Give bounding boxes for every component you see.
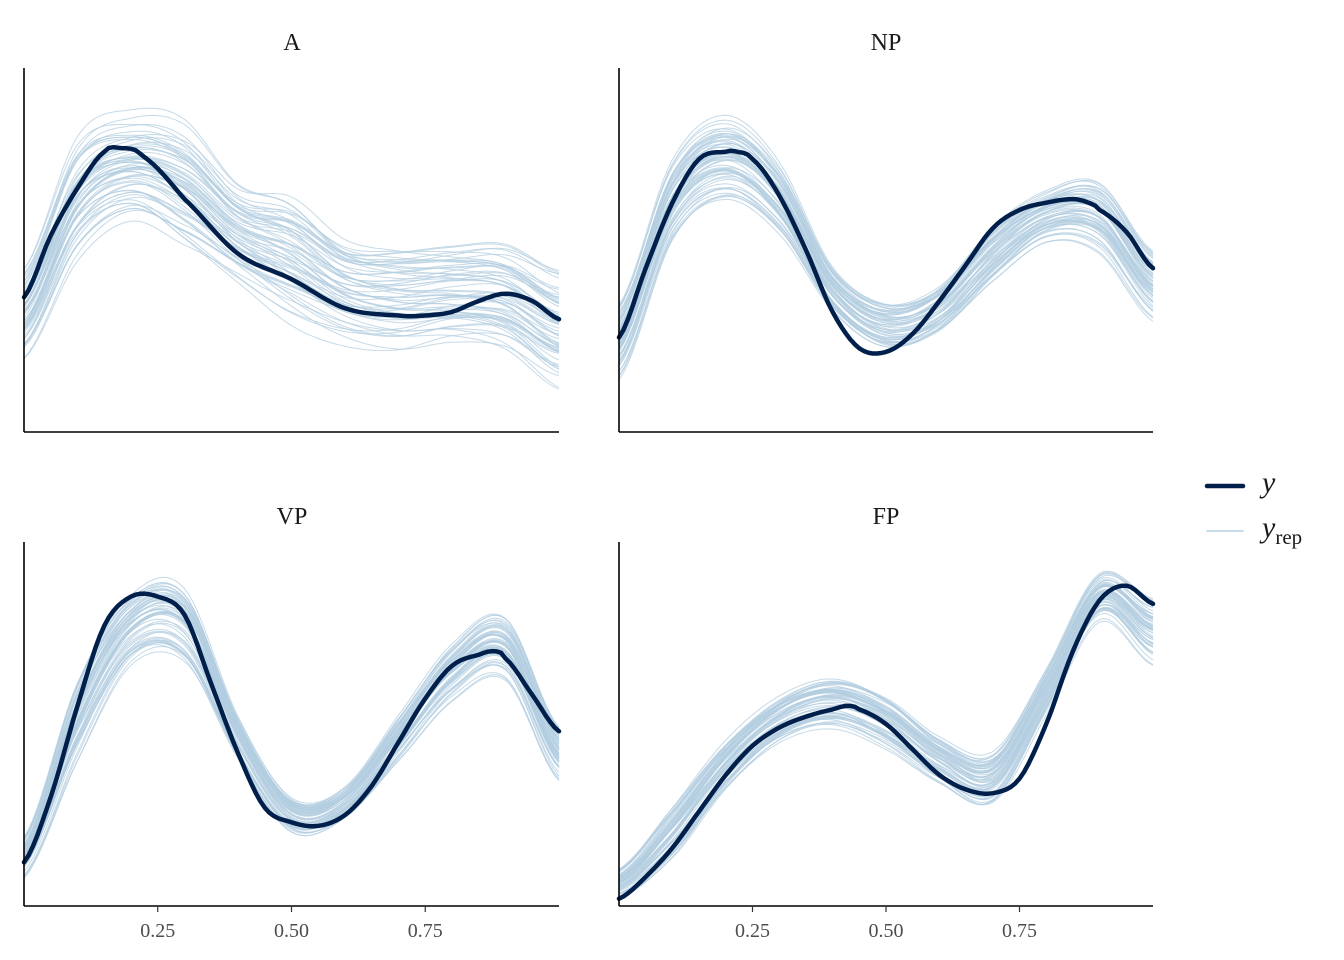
yrep-line [23,622,560,868]
yrep-lines [618,570,1154,899]
panel-title: NP [871,30,902,56]
yrep-line [23,190,560,337]
yrep-line [23,639,560,868]
yrep-line [23,177,560,324]
yrep-line [618,128,1154,313]
y-observed-line [616,148,1156,356]
yrep-line [23,609,560,849]
panel-a: A [21,30,562,433]
yrep-line [23,640,560,866]
yrep-line [23,220,560,388]
yrep-line [618,152,1154,342]
yrep-line [23,207,560,368]
yrep-line [618,590,1154,883]
panel-np: NP [616,30,1156,433]
panel-title: FP [873,504,900,530]
yrep-line [23,148,560,308]
yrep-line [23,160,560,304]
panel-fp: FP 0.25 0.50 0.75 [616,504,1156,942]
yrep-line [23,588,560,848]
yrep-line [23,130,560,298]
x-tick-label: 0.75 [1002,920,1037,942]
yrep-line [23,191,560,348]
yrep-lines [618,114,1154,381]
yrep-line [23,147,560,294]
yrep-line [23,123,560,271]
yrep-line [618,155,1154,337]
yrep-line [618,579,1154,877]
yrep-line [618,170,1154,349]
yrep-line [618,172,1154,364]
legend-label: y [1259,466,1276,499]
yrep-line [618,138,1154,333]
yrep-line [618,198,1154,372]
yrep-line [23,134,560,274]
yrep-line [23,651,560,877]
yrep-line [23,170,560,317]
yrep-line [618,183,1154,357]
yrep-line [618,196,1154,377]
y-observed-line [616,583,1156,901]
yrep-line [618,151,1154,341]
panel-vp: VP 0.25 0.50 0.75 [21,504,562,942]
yrep-line [23,183,560,368]
yrep-line [618,119,1154,310]
legend-label: yrep [1259,511,1302,549]
x-tick-label: 0.75 [408,920,443,942]
facet-panels: A NP VP 0.25 0.50 0.75 FP 0.25 0.50 0.75 [21,30,1156,942]
legend-item-y: y [1204,466,1276,499]
yrep-line [618,172,1154,350]
yrep-line [618,194,1154,381]
y-observed-line [21,591,562,865]
yrep-line [23,180,560,354]
x-tick-label: 0.50 [869,920,904,942]
yrep-line [23,194,560,376]
x-tick-label: 0.25 [140,920,175,942]
yrep-line [23,136,560,289]
yrep-line [23,133,560,300]
yrep-line [23,199,560,352]
yrep-line [23,631,560,868]
yrep-line [23,589,560,851]
yrep-line [23,597,560,855]
legend: y yrep [1204,466,1302,549]
panel-title: A [283,30,301,56]
panel-title: VP [277,504,308,530]
yrep-line [23,181,560,353]
yrep-line [23,209,560,390]
yrep-line [618,142,1154,337]
yrep-line [23,597,560,854]
yrep-line [23,613,560,861]
yrep-line [23,114,560,290]
yrep-line [618,573,1154,872]
yrep-line [618,585,1154,877]
yrep-line [23,589,560,839]
yrep-line [618,593,1154,881]
yrep-line [618,157,1154,341]
yrep-line [23,207,560,370]
yrep-line [618,170,1154,343]
yrep-line [618,620,1154,899]
yrep-line [23,161,560,304]
yrep-line [618,155,1154,348]
yrep-line [23,141,560,318]
y-observed-line [21,144,562,322]
yrep-line [23,202,560,366]
legend-item-yrep: yrep [1206,511,1302,549]
yrep-line [618,186,1154,376]
yrep-line [618,601,1154,888]
yrep-line [618,608,1154,896]
x-tick-label: 0.50 [274,920,309,942]
yrep-line [618,136,1154,312]
yrep-line [618,584,1154,878]
x-tick-label: 0.25 [735,920,770,942]
